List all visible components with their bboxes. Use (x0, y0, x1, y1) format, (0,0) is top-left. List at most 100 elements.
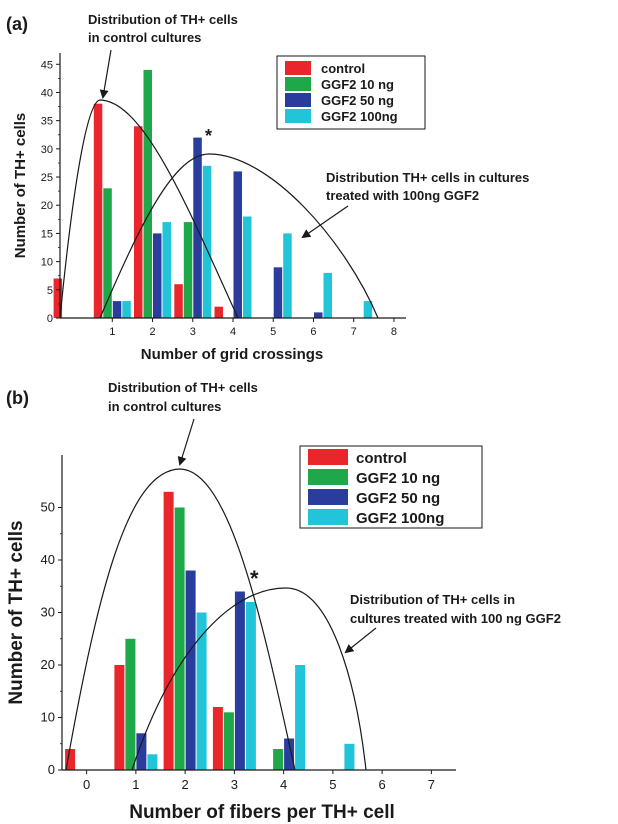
panel-a-legend-swatch-ggf2-10 (285, 77, 311, 91)
panel-a-bar-control-x4 (214, 306, 223, 318)
panel-b-x-tick-label: 3 (231, 777, 238, 792)
panel-b-bar-ggf2-10-ng-x3 (223, 712, 234, 771)
panel-a-bar-control-x3 (174, 284, 183, 318)
panel-a-bar-control-x2 (134, 126, 143, 318)
panel-a-bar-ggf2-100ng-x7 (363, 301, 373, 318)
panel-b-x-tick-label: 2 (182, 777, 189, 792)
panel-a-bar-ggf2-10-ng-x1 (103, 188, 112, 318)
panel-b-bar-ggf2-50-ng-x2 (185, 570, 196, 770)
panel-b-bar-ggf2-50-ng-x1 (136, 733, 147, 771)
panel-a-y-tick-label: 20 (41, 200, 53, 212)
panel-a-bar-control-x0 (53, 278, 63, 318)
panel-b-x-axis-label: Number of fibers per TH+ cell (129, 802, 395, 823)
panel-b-bar-control-x2 (163, 491, 174, 771)
panel-a-legend-label-ggf2-10: GGF2 10 ng (321, 77, 394, 92)
panel-b-x-tick-label: 6 (379, 777, 386, 792)
panel-a-bar-ggf2-100ng-x2 (162, 222, 171, 318)
panel-b-ggf2-distribution-curve (131, 587, 367, 771)
panel-b-control-distribution-curve (65, 468, 296, 771)
panel-b-y-tick-label: 0 (48, 762, 55, 777)
panel-a-label: (a) (6, 14, 28, 34)
panel-a-bar-ggf2-100ng-x4 (243, 216, 252, 318)
panel-a-bar-ggf2-100ng-x3 (202, 165, 212, 318)
panel-a-annotation-ggf2-line2: treated with 100ng GGF2 (326, 188, 479, 203)
panel-a-arrow-ggf2 (301, 205, 349, 239)
panel-b-bar-ggf2-100ng-x1 (147, 754, 158, 771)
panel-b-y-tick-label: 50 (41, 500, 55, 515)
panel-a-bar-ggf2-50-ng-x4 (233, 171, 242, 318)
panel-b-bar-ggf2-10-ng-x2 (174, 507, 185, 770)
panel-b-bar-ggf2-100ng-x2 (196, 612, 207, 770)
panel-b-bar-ggf2-100ng-x3 (245, 602, 256, 770)
panel-b-x-tick-label: 0 (83, 777, 90, 792)
panel-a-bar-ggf2-10-ng-x2 (143, 69, 152, 319)
panel-a: (a) Distribution of TH+ cells in control… (6, 12, 529, 363)
panel-a-legend: control GGF2 10 ng GGF2 50 ng GGF2 100ng (276, 55, 426, 130)
panel-b-arrow-ggf2 (344, 627, 377, 654)
panel-a-y-tick-label: 40 (41, 87, 53, 99)
panel-a-y-tick-label: 35 (41, 116, 53, 128)
panel-a-bar-ggf2-10-ng-x3 (183, 222, 193, 318)
panel-a-bar-ggf2-50-ng-x5 (273, 267, 283, 318)
panel-b-legend-swatch-ggf2-10 (308, 469, 348, 485)
panel-a-y-tick-label: 5 (47, 285, 53, 297)
panel-a-y-tick-label: 25 (41, 172, 53, 184)
panel-b-legend: control GGF2 10 ng GGF2 50 ng GGF2 100ng (299, 445, 483, 529)
panel-b-legend-swatch-ggf2-50 (308, 489, 348, 505)
panel-b-bar-ggf2-10-ng-x4 (273, 749, 284, 770)
panel-a-legend-label-ggf2-50: GGF2 50 ng (321, 93, 394, 108)
panel-b-y-tick-label: 20 (41, 657, 55, 672)
panel-a-bar-ggf2-100ng-x6 (323, 272, 332, 318)
panel-a-annotation-control-line2: in control cultures (88, 30, 201, 45)
panel-b-legend-label-ggf2-100: GGF2 100ng (356, 510, 444, 527)
panel-a-x-tick-label: 8 (391, 326, 397, 338)
panel-b-y-tick-label: 40 (41, 552, 55, 567)
panel-a-y-tick-label: 30 (41, 144, 53, 156)
panel-a-x-tick-label: 3 (190, 326, 196, 338)
panel-b-arrow-control (177, 418, 195, 466)
panel-a-legend-label-ggf2-100: GGF2 100ng (321, 109, 398, 124)
panel-a-x-tick-label: 1 (109, 326, 115, 338)
panel-b-bar-ggf2-100ng-x5 (344, 743, 355, 771)
panel-b-bar-ggf2-50-ng-x4 (284, 738, 295, 770)
panel-b-bar-control-x3 (212, 707, 223, 770)
panel-a-annotation-control-line1: Distribution of TH+ cells (88, 12, 238, 27)
panel-a-x-tick-label: 4 (230, 326, 236, 338)
panel-b-bar-control-x1 (114, 665, 125, 770)
panel-a-y-axis-label: Number of TH+ cells (12, 113, 29, 258)
panel-a-legend-swatch-ggf2-50 (285, 93, 311, 107)
panel-a-significance-star: * (205, 126, 212, 146)
panel-a-arrow-control (99, 49, 112, 99)
panel-b-annotation-control-line2: in control cultures (108, 399, 221, 414)
panel-a-x-tick-label: 6 (310, 326, 316, 338)
panel-b-x-tick-label: 5 (329, 777, 336, 792)
panel-b-label: (b) (6, 388, 29, 408)
panel-b-annotation-ggf2-line2: cultures treated with 100 ng GGF2 (350, 611, 561, 626)
panel-b-x-tick-label: 7 (428, 777, 435, 792)
panel-a-y-tick-label: 15 (41, 228, 53, 240)
panel-b-y-tick-label: 10 (41, 710, 55, 725)
panel-a-ggf2-distribution-curve (99, 153, 379, 319)
panel-a-x-tick-label: 7 (351, 326, 357, 338)
panel-a-bar-ggf2-100ng-x1 (122, 301, 131, 318)
panel-b-bar-ggf2-100ng-x4 (295, 665, 306, 770)
panel-a-bar-ggf2-50-ng-x6 (314, 312, 323, 318)
panel-b-annotation-ggf2-line1: Distribution of TH+ cells in (350, 592, 515, 607)
panel-a-y-tick-label: 0 (47, 313, 53, 325)
panel-b-legend-label-ggf2-50: GGF2 50 ng (356, 490, 440, 507)
panel-b-bar-control-x0 (65, 749, 76, 770)
panel-a-annotation-ggf2-line1: Distribution TH+ cells in cultures (326, 170, 529, 185)
panel-a-y-tick-label: 45 (41, 59, 53, 71)
panel-b-legend-label-ggf2-10: GGF2 10 ng (356, 470, 440, 487)
panel-b-bar-ggf2-50-ng-x3 (234, 591, 245, 770)
panel-a-legend-swatch-ggf2-100 (285, 109, 311, 123)
panel-a-control-distribution-curve (59, 99, 239, 319)
panel-b-legend-swatch-control (308, 449, 348, 465)
panel-a-bar-ggf2-50-ng-x2 (153, 233, 162, 318)
panel-a-y-tick-label: 10 (41, 257, 53, 269)
panel-b-legend-swatch-ggf2-100 (308, 509, 348, 525)
panel-a-x-tick-label: 5 (270, 326, 276, 338)
panel-b-y-tick-label: 30 (41, 605, 55, 620)
